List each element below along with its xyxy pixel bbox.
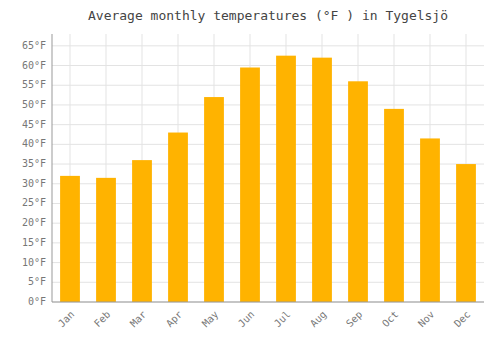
bar [384,109,404,302]
y-tick-label: 50°F [22,99,46,110]
y-grid-line [52,302,484,303]
y-tick-label: 35°F [22,158,46,169]
bar [60,176,80,302]
y-grid-line [52,104,484,105]
grid [52,34,484,302]
y-tick-label: 65°F [22,40,46,51]
x-tick-label: Jul [272,309,293,330]
y-grid-line [52,262,484,263]
title: Average monthly temperatures (°F ) in Ty… [88,8,448,23]
y-grid-line [52,144,484,145]
y-tick-label: 20°F [22,217,46,228]
y-grid-line [52,183,484,184]
y-tick-label: 0°F [28,296,46,307]
y-tick-label: 30°F [22,178,46,189]
chart-svg: 0°F 5°F 10°F 15°F 20°F 25°F 30°F 35°F 40°F 45°F 50… [0,0,500,350]
y-tick-label: 55°F [22,79,46,90]
y-tick-label: 5°F [28,276,46,287]
x-tick-label: Sep [344,309,365,330]
bar [240,68,260,303]
chart-container: 0°F 5°F 10°F 15°F 20°F 25°F 30°F 35°F 40°F 45°F 50… [0,0,500,350]
bar [132,160,152,302]
bar [204,97,224,302]
bar [348,81,368,302]
bar [420,138,440,302]
y-grid-line [52,65,484,66]
y-grid-line [52,242,484,243]
y-grid-line [52,164,484,165]
x-axis-line [52,302,484,303]
x-tick-label: Nov [416,309,437,330]
y-tick-label: 25°F [22,197,46,208]
y-grid-line [52,124,484,125]
y-tick-label: 60°F [22,60,46,71]
x-tick-label: Aug [308,309,329,330]
x-tick-label: Oct [380,309,401,330]
y-grid-line [52,85,484,86]
bar [168,133,188,302]
x-tick-label: May [200,309,221,330]
bar [276,56,296,302]
x-tick-label: Apr [164,309,185,330]
axes: 0°F 5°F 10°F 15°F 20°F 25°F 30°F 35°F 40°F 45°F 50… [22,34,484,329]
y-tick-label: 40°F [22,138,46,149]
y-tick-label: 45°F [22,119,46,130]
bar [312,58,332,302]
y-axis-line [52,34,53,302]
x-tick-label: Jan [56,309,77,330]
bar [456,164,476,302]
bars [60,56,476,302]
y-grid-line [52,223,484,224]
y-tick-label: 10°F [22,257,46,268]
y-grid-line [52,203,484,204]
x-tick-label: Jun [236,309,257,330]
bar [96,178,116,302]
x-tick-label: Mar [128,309,149,330]
y-grid-line [52,45,484,46]
x-tick-label: Feb [92,309,113,330]
y-grid-line [52,282,484,283]
y-tick-label: 15°F [22,237,46,248]
x-tick-label: Dec [452,309,473,330]
